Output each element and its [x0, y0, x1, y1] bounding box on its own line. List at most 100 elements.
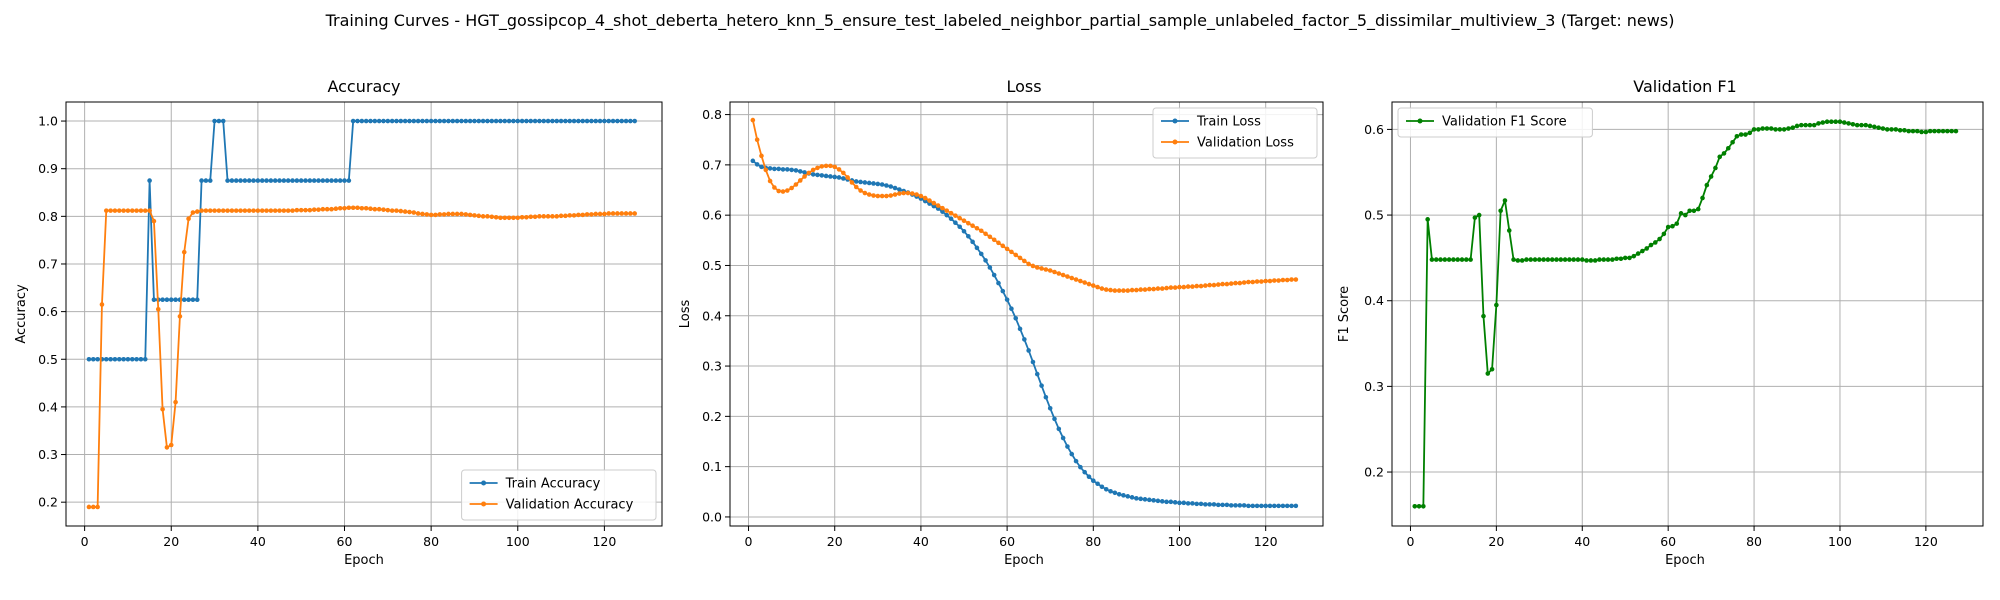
legend-box [1152, 107, 1318, 159]
data-point [268, 178, 274, 183]
y-tick-label: 0.0 [702, 509, 722, 524]
data-point [1009, 306, 1014, 312]
data-point [1640, 248, 1645, 254]
data-point [129, 356, 135, 362]
data-point [298, 178, 304, 183]
data-point [966, 220, 971, 226]
data-point [138, 208, 144, 213]
data-point [1159, 499, 1165, 504]
data-point [337, 178, 343, 183]
data-point [1082, 469, 1087, 475]
data-point [1661, 231, 1667, 237]
legend-swatch-marker [1172, 139, 1178, 145]
data-point [337, 205, 343, 211]
data-point [892, 192, 898, 197]
data-point [1121, 288, 1126, 293]
x-tick-label: 40 [250, 534, 266, 549]
data-point [472, 213, 477, 218]
data-point [780, 167, 786, 172]
data-point [1790, 125, 1796, 130]
data-point [1103, 486, 1109, 492]
data-point [164, 445, 170, 450]
data-point [290, 178, 295, 183]
data-point [155, 306, 161, 312]
data-point [1751, 127, 1757, 132]
data-point [772, 166, 777, 172]
data-point [1289, 277, 1294, 282]
data-point [424, 118, 430, 124]
data-point [1026, 261, 1031, 267]
data-point [879, 182, 885, 187]
data-point [363, 205, 369, 211]
data-point [1876, 125, 1881, 130]
accuracy-title: Accuracy [327, 77, 400, 96]
data-point [836, 175, 842, 180]
data-point [978, 228, 984, 234]
data-point [1228, 503, 1234, 508]
x-tick-label: 120 [1914, 534, 1938, 549]
data-point [1259, 503, 1264, 509]
data-point [884, 183, 889, 188]
data-point [181, 249, 187, 255]
data-point [1164, 285, 1169, 291]
y-tick-label: 0.7 [702, 157, 722, 172]
data-point [1949, 128, 1954, 134]
data-point [1511, 257, 1516, 262]
x-tick-label: 20 [163, 534, 179, 549]
data-point [1241, 503, 1247, 508]
f1-panel: Validation F1 Epoch F1 Score 0 20 40 60 80 10… [1337, 77, 1984, 568]
data-point [459, 118, 464, 124]
data-point [537, 118, 542, 124]
data-point [1820, 120, 1826, 125]
data-point [1198, 283, 1204, 289]
x-tick-label: 100 [1828, 534, 1852, 549]
accuracy-axes-frame [65, 101, 663, 527]
data-point [1112, 288, 1118, 293]
data-point [1472, 215, 1478, 220]
data-point [571, 213, 577, 218]
data-point [368, 118, 373, 124]
data-point [493, 118, 499, 124]
data-point [381, 118, 386, 124]
data-point [1272, 278, 1277, 283]
data-point [225, 208, 230, 213]
data-point [164, 297, 170, 303]
data-point [1250, 279, 1256, 285]
y-tick-label: 0.2 [1364, 465, 1384, 480]
data-point [789, 167, 794, 173]
data-point [346, 178, 352, 183]
data-point [251, 178, 256, 183]
data-point [255, 178, 261, 183]
data-point [1039, 383, 1044, 388]
data-point [1549, 257, 1555, 262]
data-point [103, 208, 109, 213]
data-point [1631, 253, 1637, 259]
data-point [1004, 297, 1010, 302]
data-point [1554, 257, 1559, 262]
data-point [1468, 257, 1473, 262]
data-point [776, 166, 781, 172]
data-point [789, 185, 794, 191]
data-point [767, 166, 773, 171]
accuracy-legend: Train Accuracy Validation Accuracy [461, 469, 657, 521]
data-point [1614, 256, 1619, 262]
data-point [750, 117, 756, 123]
y-tick-label: 0.3 [38, 447, 58, 462]
data-point [277, 178, 282, 183]
data-point [1910, 128, 1916, 134]
data-point [606, 211, 612, 216]
data-point [1562, 257, 1568, 262]
data-point [532, 214, 538, 220]
data-point [797, 178, 803, 183]
data-point [99, 302, 105, 307]
data-point [849, 180, 855, 185]
data-point [346, 205, 352, 211]
data-point [1451, 257, 1456, 262]
data-point [281, 208, 287, 213]
data-point [480, 214, 486, 219]
data-point [472, 118, 477, 124]
data-point [411, 118, 417, 124]
data-point [1799, 122, 1804, 128]
data-point [264, 208, 269, 213]
data-point [121, 208, 126, 213]
